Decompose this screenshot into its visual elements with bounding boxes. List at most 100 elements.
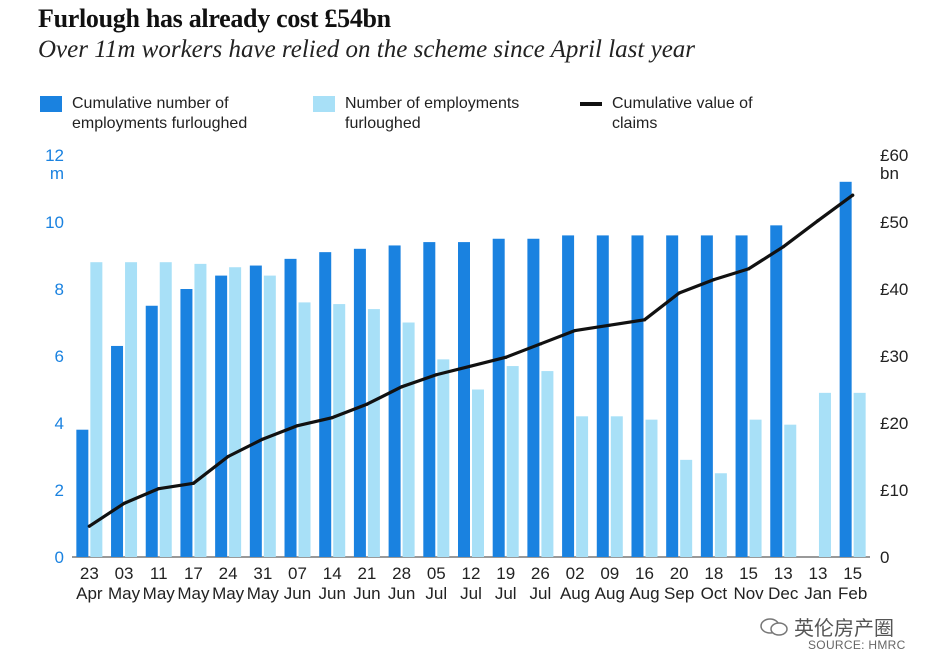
left-axis-unit-label: m — [50, 164, 64, 183]
line-point-cumulative-claims — [851, 193, 855, 197]
x-axis-tick-month: Apr — [76, 584, 103, 603]
x-axis-tick-day: 12 — [462, 564, 481, 583]
line-point-cumulative-claims — [781, 245, 785, 249]
line-point-cumulative-claims — [295, 424, 300, 428]
x-axis-tick-day: 23 — [80, 564, 99, 583]
x-axis-tick-month: Jun — [284, 584, 311, 603]
bar-employments-furloughed — [506, 366, 519, 557]
line-point-cumulative-claims — [191, 481, 196, 485]
x-axis-tick-month: May — [143, 584, 176, 603]
x-axis-tick-day: 31 — [253, 564, 272, 583]
x-axis-tick-day: 15 — [739, 564, 758, 583]
x-axis-tick-day: 18 — [704, 564, 723, 583]
x-axis-tick-month: Dec — [768, 584, 799, 603]
bar-employments-furloughed — [853, 392, 866, 557]
bar-employments-furloughed — [159, 262, 172, 557]
line-point-cumulative-claims — [504, 355, 508, 359]
bar-employments-furloughed — [402, 322, 415, 557]
bar-cumulative-employments — [492, 238, 505, 557]
chart-title: Furlough has already cost £54bn — [38, 4, 391, 33]
bar-cumulative-employments — [631, 235, 644, 557]
legend-label-line: claims — [612, 115, 658, 132]
x-axis-tick-month: May — [212, 584, 245, 603]
x-axis-tick-day: 28 — [392, 564, 411, 583]
bar-cumulative-employments — [735, 235, 748, 557]
x-axis-tick-month: Nov — [733, 584, 764, 603]
x-axis-tick-day: 19 — [496, 564, 515, 583]
bar-employments-furloughed — [576, 416, 589, 557]
x-axis-tick-day: 24 — [219, 564, 238, 583]
x-axis-tick-month: Aug — [560, 584, 590, 603]
legend-label-line: furloughed — [345, 115, 421, 132]
line-point-cumulative-claims — [261, 437, 265, 441]
left-axis-tick-label: 4 — [55, 414, 64, 433]
bar-employments-furloughed — [367, 309, 380, 557]
bar-employments-furloughed — [749, 419, 762, 557]
line-point-cumulative-claims — [365, 402, 369, 406]
x-axis-tick-month: Jun — [353, 584, 380, 603]
legend-label: Number of employments furloughed — [345, 94, 545, 134]
bar-cumulative-employments — [284, 258, 297, 557]
x-axis-tick-day: 21 — [357, 564, 376, 583]
legend-line-black — [580, 102, 602, 106]
x-axis-tick-day: 13 — [808, 564, 827, 583]
legend-label-line: Number of employments — [345, 95, 520, 112]
right-axis-tick-label: £30 — [880, 347, 908, 366]
legend-label: Cumulative number of employments furloug… — [72, 94, 272, 134]
legend-item-cumulative-employments: Cumulative number of employments furloug… — [40, 94, 272, 134]
line-point-cumulative-claims — [330, 416, 334, 420]
left-axis-tick-label: 0 — [55, 548, 64, 567]
x-axis-tick-month: Aug — [629, 584, 659, 603]
bar-employments-furloughed — [784, 424, 797, 557]
line-point-cumulative-claims — [608, 323, 612, 327]
x-axis-tick-day: 14 — [323, 564, 342, 583]
source-note: SOURCE: HMRC — [808, 638, 906, 652]
x-axis-tick-month: Jul — [530, 584, 552, 603]
bar-cumulative-employments — [249, 265, 262, 557]
line-point-cumulative-claims — [469, 364, 473, 368]
x-axis-tick-day: 26 — [531, 564, 550, 583]
legend-swatch-dark-blue — [40, 96, 62, 112]
x-axis-tick-month: Sep — [664, 584, 694, 603]
bar-employments-furloughed — [437, 359, 450, 557]
line-point-cumulative-claims — [746, 267, 751, 271]
bar-employments-furloughed — [263, 275, 276, 557]
x-axis-tick-day: 15 — [843, 564, 862, 583]
bar-cumulative-employments — [596, 235, 609, 557]
right-axis-tick-label: £20 — [880, 414, 908, 433]
bar-cumulative-employments — [770, 225, 783, 557]
line-point-cumulative-claims — [434, 373, 438, 377]
legend-item-cumulative-claims: Cumulative value of claims — [580, 94, 812, 134]
bar-employments-furloughed — [714, 473, 727, 557]
left-axis-tick-label: 10 — [45, 213, 64, 232]
x-axis-tick-month: Jun — [319, 584, 346, 603]
bar-cumulative-employments — [839, 181, 852, 558]
x-axis-tick-day: 16 — [635, 564, 654, 583]
x-axis-tick-day: 05 — [427, 564, 446, 583]
legend-label-line: employments furloughed — [72, 115, 248, 132]
legend-label: Cumulative value of claims — [612, 94, 812, 134]
x-axis-tick-month: May — [108, 584, 141, 603]
x-axis-tick-day: 02 — [566, 564, 585, 583]
x-axis-tick-day: 09 — [600, 564, 619, 583]
wechat-icon — [760, 617, 788, 636]
bar-cumulative-employments — [319, 252, 332, 557]
x-axis-tick-month: May — [177, 584, 210, 603]
x-axis-tick-day: 07 — [288, 564, 307, 583]
x-axis-tick-day: 03 — [115, 564, 134, 583]
x-axis-tick-month: Feb — [838, 584, 867, 603]
bar-employments-furloughed — [125, 262, 138, 557]
line-point-cumulative-claims — [712, 278, 716, 282]
line-point-cumulative-claims — [122, 501, 126, 505]
bar-employments-furloughed — [818, 392, 831, 557]
line-point-cumulative-claims — [642, 318, 647, 322]
right-axis-tick-label: 0 — [880, 548, 889, 567]
bar-cumulative-employments — [111, 345, 124, 557]
left-axis-tick-label: 8 — [55, 280, 64, 299]
line-point-cumulative-claims — [538, 342, 542, 346]
line-point-cumulative-claims — [816, 219, 820, 223]
bar-employments-furloughed — [680, 459, 693, 557]
bar-employments-furloughed — [333, 304, 346, 557]
line-point-cumulative-claims — [87, 524, 91, 528]
